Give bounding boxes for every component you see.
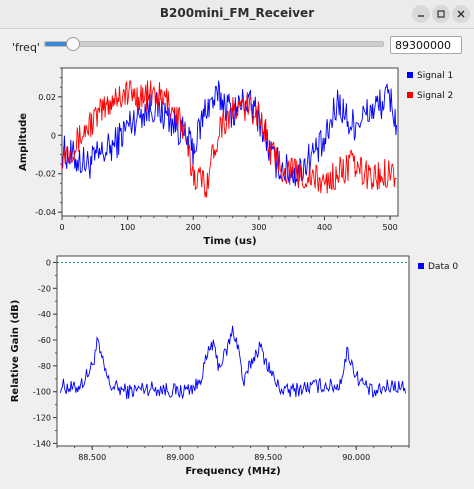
y-tick-label: 0.02 <box>38 93 56 102</box>
series-line-2 <box>61 80 397 198</box>
x-tick-label: 500 <box>382 223 397 232</box>
series-line-1 <box>61 80 398 187</box>
y-tick-label: -120 <box>33 414 51 423</box>
y-tick-label: 0 <box>46 258 51 267</box>
y-tick-label: 0 <box>51 131 56 140</box>
x-tick-label: 100 <box>120 223 135 232</box>
x-tick-label: 400 <box>317 223 332 232</box>
plot-area <box>56 255 410 447</box>
freq-slider-handle[interactable] <box>66 37 81 51</box>
y-axis-label: Relative Gain (dB) <box>10 300 21 403</box>
x-tick-label: 88.500 <box>78 453 106 462</box>
series-line-1 <box>60 325 406 400</box>
freq-slider[interactable] <box>44 37 384 51</box>
x-axis-label: Frequency (MHz) <box>185 466 280 477</box>
freq-label: 'freq' <box>12 41 40 54</box>
maximize-icon <box>437 10 445 18</box>
x-tick-label: 90.000 <box>342 453 370 462</box>
x-axis-label: Time (us) <box>203 236 256 247</box>
maximize-button[interactable] <box>432 5 450 23</box>
y-tick-label: -40 <box>38 310 51 319</box>
y-tick-label: -100 <box>33 388 51 397</box>
legend-swatch <box>407 72 413 78</box>
x-tick-label: 200 <box>186 223 201 232</box>
minimize-icon <box>418 15 424 17</box>
y-tick-label: -0.04 <box>35 208 56 217</box>
time-plot-panel: 0.02 0 -0.02 -0.04 0 100 200 300 400 500 Time (us)… <box>0 60 474 250</box>
freq-input[interactable]: 89300000 <box>390 36 462 54</box>
frequency-plot-panel: 0 -20 -40 -60 -80 -100 -120 -140 88.500 89.000 89.… <box>0 250 474 480</box>
title-bar: B200mini_FM_Receiver <box>0 0 474 29</box>
x-tick-label: 300 <box>251 223 266 232</box>
y-tick-label: -80 <box>38 362 51 371</box>
close-button[interactable] <box>452 5 470 23</box>
y-tick-label: -20 <box>38 284 51 293</box>
close-icon <box>457 10 465 18</box>
legend-swatch <box>418 263 424 269</box>
window-title: B200mini_FM_Receiver <box>159 6 315 20</box>
x-tick-label: 89.500 <box>254 453 282 462</box>
legend-label: Signal 2 <box>417 91 453 101</box>
freq-control-row: 'freq' 89300000 <box>0 30 474 60</box>
legend-label: Signal 1 <box>417 71 453 81</box>
y-axis-label: Amplitude <box>18 113 29 171</box>
y-tick-label: -60 <box>38 336 51 345</box>
frequency-plot[interactable]: 0 -20 -40 -60 -80 -100 -120 -140 88.500 89.000 89.… <box>0 250 474 480</box>
y-tick-label: -0.02 <box>35 170 56 179</box>
x-tick-label: 89.000 <box>166 453 194 462</box>
legend-swatch <box>407 92 413 98</box>
freq-slider-fill <box>45 42 73 46</box>
y-tick-label: -140 <box>33 439 51 448</box>
x-tick-label: 0 <box>59 223 64 232</box>
legend-label: Data 0 <box>428 262 458 272</box>
minimize-button[interactable] <box>412 5 430 23</box>
